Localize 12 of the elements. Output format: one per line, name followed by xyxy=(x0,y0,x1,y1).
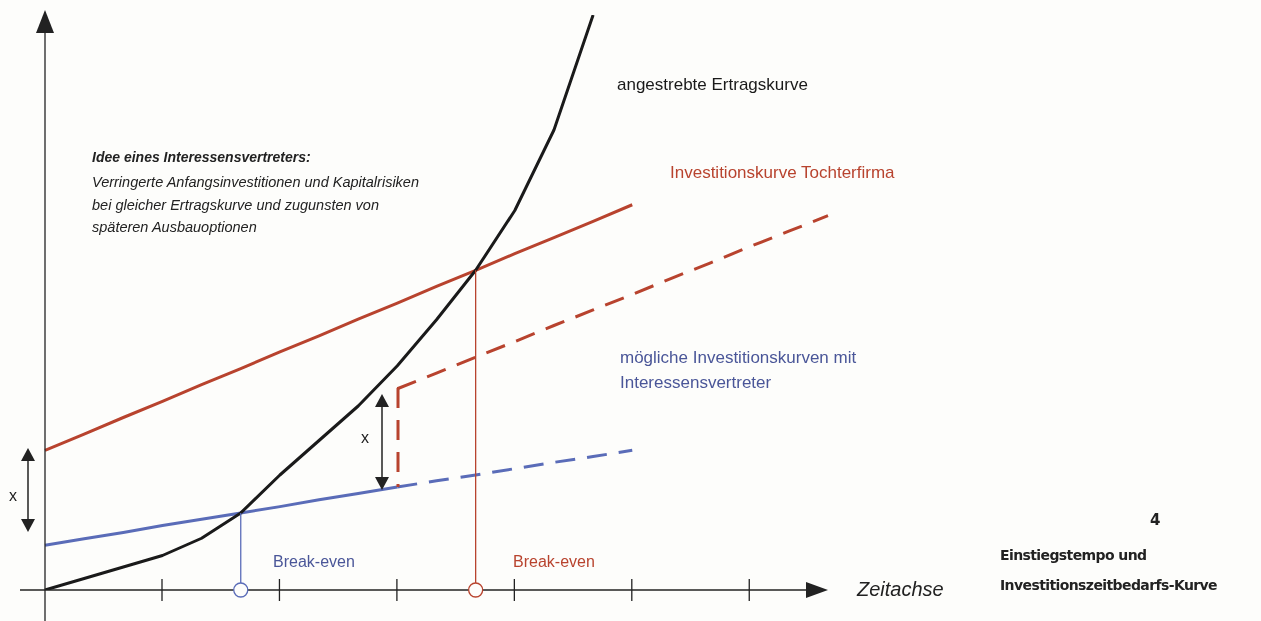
annotation: mögliche Investitionskurven mit Interessensvertreter xyxy=(620,347,858,394)
annotation: Verringerte Anfangsinvestitionen und Kapitalrisiken bei gleicher Ertragskurve und zugunsten von späteren Ausbauoptionen xyxy=(92,173,420,237)
x-axis-title: Zeitachse xyxy=(857,578,944,601)
text: Investitionskurve Tochterfirma xyxy=(670,163,895,183)
annotation: Break-even xyxy=(273,553,355,571)
text: 4 xyxy=(1150,511,1161,529)
annotation: Idee eines Interessensvertreters: xyxy=(92,149,311,165)
annotation: x xyxy=(361,429,369,447)
text: angestrebte Ertragskurve xyxy=(617,75,808,95)
text: x xyxy=(9,487,17,505)
text: Einstiegstempo und Investitionszeitbedarfs-Kurve xyxy=(1000,546,1218,595)
annotation: Break-even xyxy=(513,553,595,571)
